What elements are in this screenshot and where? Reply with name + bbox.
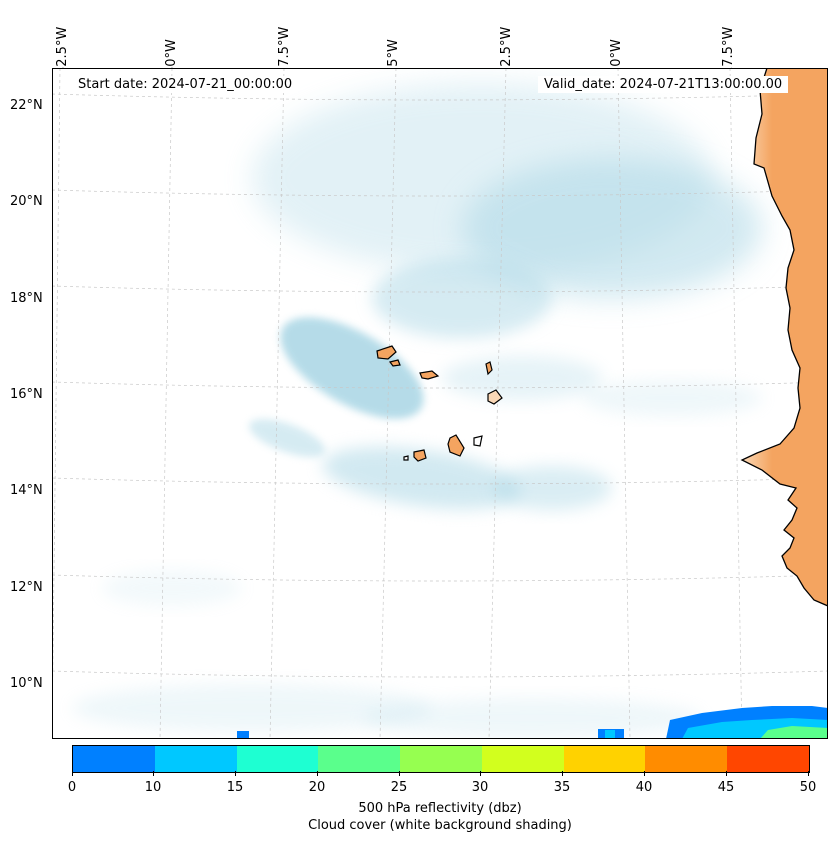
colorbar-tick-label-0: 0 xyxy=(67,780,77,795)
colorbar-segment-45-50 xyxy=(727,746,810,772)
reflectivity-cell xyxy=(605,730,615,739)
colorbar-segment-40-45 xyxy=(645,746,728,772)
island-maio xyxy=(473,435,483,447)
cloud-cover-layer xyxy=(72,83,762,738)
colorbar-tick-label-50: 50 xyxy=(799,780,817,795)
colorbar-tick xyxy=(153,771,154,776)
cloud-patch xyxy=(249,419,325,457)
colorbar-tick xyxy=(726,771,727,776)
map-canvas xyxy=(52,68,828,739)
parallel-22n xyxy=(52,93,828,101)
colorbar-tick xyxy=(808,771,809,776)
lat-label-20n: 20°N xyxy=(10,194,43,209)
colorbar-tick-label-45: 45 xyxy=(717,780,735,795)
start-date-label: Start date: 2024-07-21_00:00:00 xyxy=(72,76,299,93)
colorbar-segment-25-30 xyxy=(400,746,482,772)
colorbar-tick xyxy=(562,771,563,776)
cloud-patch xyxy=(442,356,602,400)
colorbar-segment-0-10 xyxy=(73,746,155,772)
cloud-patch xyxy=(280,317,424,419)
colorbar-title: 500 hPa reflectivity (dbz) xyxy=(358,801,522,816)
valid-date-label: Valid_date: 2024-07-21T13:00:00.00 xyxy=(538,76,789,93)
meridian-17-5w xyxy=(729,68,743,739)
parallel-18n xyxy=(52,285,828,293)
colorbar-segment-35-40 xyxy=(563,746,646,772)
lat-label-18n: 18°N xyxy=(10,291,43,306)
island-santo-antao xyxy=(376,345,397,360)
island-fogo xyxy=(413,449,427,462)
colorbar-tick xyxy=(235,771,236,776)
reflectivity-cell xyxy=(760,726,828,739)
colorbar-tick-label-30: 30 xyxy=(471,780,489,795)
parallel-14n xyxy=(52,477,828,485)
cloud-patch xyxy=(322,446,522,510)
cloud-patch xyxy=(492,466,612,510)
colorbar-segment-30-35 xyxy=(481,746,564,772)
colorbar-tick-label-10: 10 xyxy=(144,780,162,795)
cloud-patch xyxy=(462,158,762,298)
colorbar-segment-20-25 xyxy=(318,746,401,772)
cloud-patch xyxy=(102,570,242,606)
reflectivity-colorbar xyxy=(72,745,810,773)
colorbar-tick-label-25: 25 xyxy=(390,780,408,795)
colorbar-tick xyxy=(399,771,400,776)
meridian-30w xyxy=(159,68,173,739)
reflectivity-layer xyxy=(237,706,828,739)
colorbar-tick-label-40: 40 xyxy=(635,780,653,795)
meridian-20w xyxy=(617,68,631,739)
meridian-32-5w xyxy=(52,68,61,739)
colorbar-tick xyxy=(72,771,73,776)
gridlines xyxy=(52,68,828,739)
colorbar-tick xyxy=(480,771,481,776)
colorbar-subtitle: Cloud cover (white background shading) xyxy=(308,818,572,833)
colorbar-tick xyxy=(317,771,318,776)
colorbar-tick-label-35: 35 xyxy=(553,780,571,795)
reflectivity-cell xyxy=(237,731,249,739)
island-sal xyxy=(485,361,493,376)
lat-label-14n: 14°N xyxy=(10,483,43,498)
colorbar-tick-label-20: 20 xyxy=(308,780,326,795)
parallel-12n xyxy=(52,574,828,582)
meridian-27-5w xyxy=(269,68,285,739)
cape-verde-islands xyxy=(376,345,503,462)
cloud-patch xyxy=(362,698,702,738)
parallel-20n xyxy=(52,189,828,197)
meridian-25w xyxy=(379,68,397,739)
meridian-22-5w xyxy=(488,68,507,739)
lat-label-12n: 12°N xyxy=(10,580,43,595)
parallel-10n xyxy=(52,670,828,678)
map-panel[interactable] xyxy=(52,68,828,739)
africa-coastline xyxy=(740,68,828,607)
island-sao-vicente xyxy=(388,359,401,367)
colorbar-tick xyxy=(644,771,645,776)
island-sao-nicolau xyxy=(419,370,440,380)
cloud-patch xyxy=(72,684,432,732)
island-boa-vista xyxy=(487,389,503,405)
colorbar-tick-label-15: 15 xyxy=(226,780,244,795)
colorbar-segment-15-20 xyxy=(236,746,319,772)
lat-label-22n: 22°N xyxy=(10,98,43,113)
lat-label-10n: 10°N xyxy=(10,676,43,691)
parallel-16n xyxy=(52,381,828,389)
cloud-patch xyxy=(372,258,552,338)
island-brava xyxy=(403,455,409,461)
colorbar-segment-10-15 xyxy=(154,746,237,772)
cloud-patch xyxy=(582,380,762,416)
island-santiago xyxy=(447,434,465,457)
lat-label-16n: 16°N xyxy=(10,387,43,402)
